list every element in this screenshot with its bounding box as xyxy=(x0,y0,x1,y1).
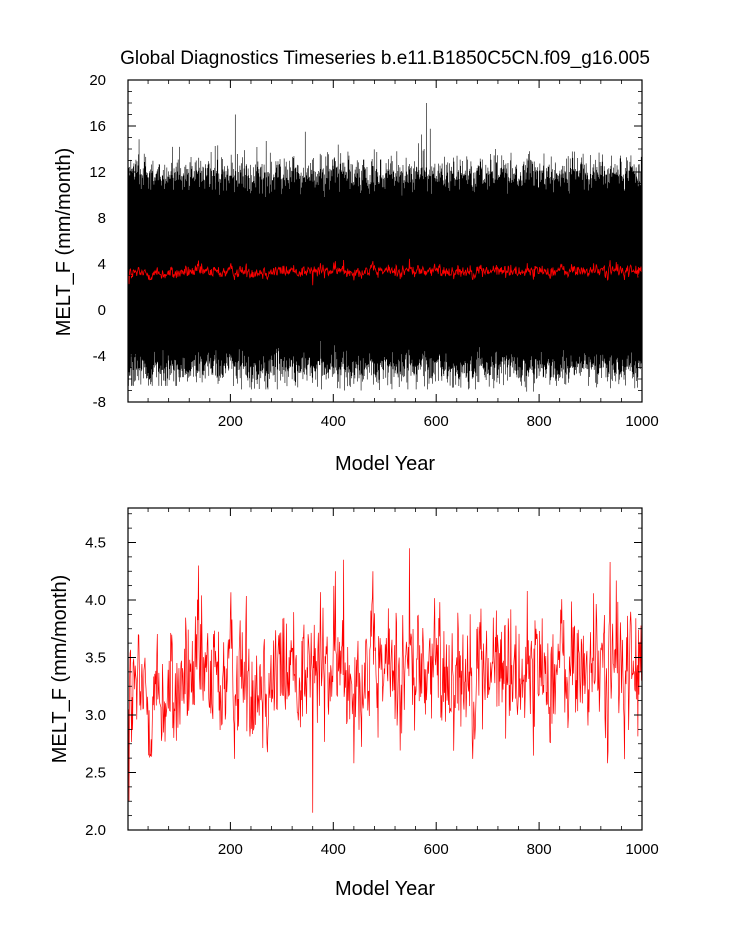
x-tick-label: 800 xyxy=(527,841,552,858)
y-tick-label: 8 xyxy=(98,210,106,227)
y-tick-label: -4 xyxy=(93,348,106,365)
series-annual-mean-line xyxy=(128,548,642,813)
y-tick-label: 4 xyxy=(98,256,106,273)
y-tick-label: 4.0 xyxy=(85,592,106,609)
plot-area-top: 200 400 600 800 1000 -8 -4 0 4 8 12 16 20 xyxy=(89,72,658,430)
x-tick-label: 200 xyxy=(218,413,243,430)
series-annual-mean-line xyxy=(128,258,642,286)
y-tick-label: 4.5 xyxy=(85,535,106,552)
y-tick-label: 3.5 xyxy=(85,650,106,667)
x-tick-label: 600 xyxy=(424,413,449,430)
y-axis-label-top: MELT_F (mm/month) xyxy=(53,148,75,337)
y-tick-label: 16 xyxy=(89,118,106,135)
x-tick-label: 400 xyxy=(321,841,346,858)
y-tick-label: 20 xyxy=(89,72,106,89)
y-tick-label: 0 xyxy=(98,302,106,319)
y-tick-label: 2.5 xyxy=(85,765,106,782)
x-axis-label-top: Model Year xyxy=(335,453,435,475)
series-monthly-line xyxy=(128,102,642,392)
plot-area-bottom: 200 400 600 800 1000 2.0 2.5 3.0 3.5 4.0 4.5 xyxy=(85,507,659,858)
plot-frame xyxy=(127,507,643,831)
x-tick-label: 800 xyxy=(527,413,552,430)
x-tick-label: 1000 xyxy=(625,413,658,430)
y-tick-label: 12 xyxy=(89,164,106,181)
chart-top-panel: Global Diagnostics Timeseries b.e11.B185… xyxy=(53,48,659,475)
x-tick-label: 600 xyxy=(424,841,449,858)
x-tick-label: 1000 xyxy=(625,841,658,858)
chart-bottom-panel: 200 400 600 800 1000 2.0 2.5 3.0 3.5 4.0 4.5 Model… xyxy=(49,507,659,900)
chart-title: Global Diagnostics Timeseries b.e11.B185… xyxy=(120,48,650,69)
y-tick-label: 3.0 xyxy=(85,707,106,724)
x-tick-label: 400 xyxy=(321,413,346,430)
y-axis-label-bottom: MELT_F (mm/month) xyxy=(49,575,71,764)
y-tick-label: 2.0 xyxy=(85,822,106,839)
x-axis-label-bottom: Model Year xyxy=(335,878,435,900)
x-tick-label: 200 xyxy=(218,841,243,858)
y-tick-label: -8 xyxy=(93,394,106,411)
